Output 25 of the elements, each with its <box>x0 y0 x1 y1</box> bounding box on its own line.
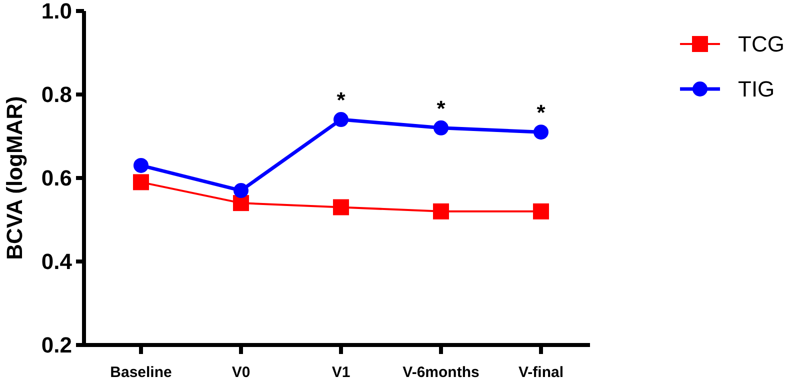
annotation: * <box>536 100 546 126</box>
y-axis-title: BCVA (logMAR) <box>2 96 27 260</box>
point <box>333 199 349 216</box>
point <box>434 120 448 136</box>
point <box>134 158 148 173</box>
point <box>534 124 548 140</box>
y-tick-label: 0.2 <box>41 332 72 358</box>
annotation: * <box>336 88 346 113</box>
x-tick-label: V0 <box>232 364 250 381</box>
x-tick-label: V-final <box>518 364 564 381</box>
legend-label: TCG <box>738 32 784 57</box>
y-tick-label: 1.0 <box>41 0 72 24</box>
x-tick-label: V-6months <box>402 364 480 381</box>
annotation: * <box>436 96 446 121</box>
x-tick-label: V1 <box>332 364 350 381</box>
point <box>234 183 248 198</box>
point <box>334 112 348 128</box>
x-tick-label: Baseline <box>110 364 172 381</box>
point <box>533 203 549 220</box>
point <box>133 174 149 190</box>
y-tick-label: 0.6 <box>41 166 72 191</box>
y-tick-label: 0.8 <box>41 82 72 108</box>
legend-label: TIG <box>738 76 775 102</box>
point <box>433 203 449 220</box>
y-tick-label: 0.4 <box>41 249 73 274</box>
